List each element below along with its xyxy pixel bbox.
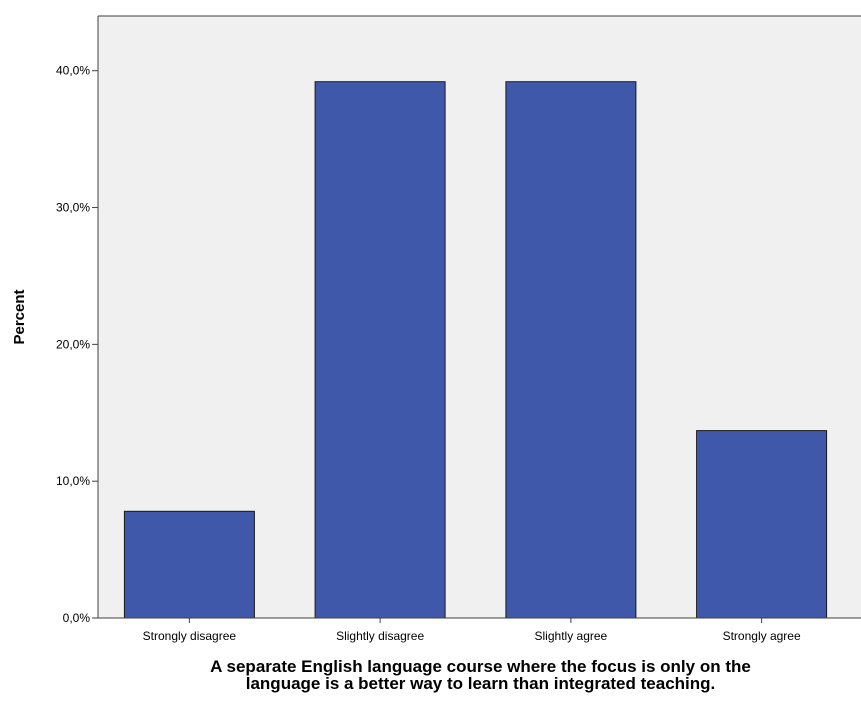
y-tick-label-3: 30,0% [56, 201, 90, 215]
x-tick-label-2: Slightly agree [535, 629, 608, 643]
bar-2 [505, 81, 637, 619]
x-tick-label-1: Slightly disagree [336, 629, 424, 643]
y-tick-label-1: 10,0% [56, 474, 90, 488]
y-tick-label-4: 40,0% [56, 64, 90, 78]
bar-3 [696, 430, 828, 619]
x-axis-title-line-1: A separate English language course where… [210, 657, 751, 676]
x-axis-title-line-2: language is a better way to learn than i… [245, 674, 716, 693]
y-tick-label-2: 20,0% [56, 337, 90, 351]
y-axis-title: Percent [11, 289, 28, 344]
bar-0 [123, 510, 255, 619]
x-tick-label-0: Strongly disagree [143, 629, 237, 643]
x-axis-title: A separate English language course where… [100, 658, 861, 692]
bar-1 [314, 81, 446, 619]
y-tick-label-0: 0,0% [63, 611, 91, 625]
x-tick-label-3: Strongly agree [723, 629, 801, 643]
